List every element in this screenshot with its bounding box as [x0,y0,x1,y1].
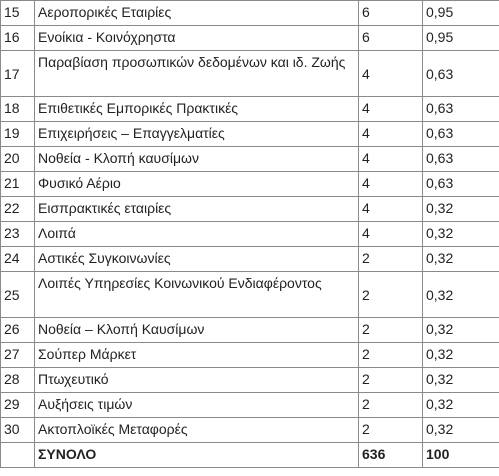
table-row: 29 Αυξήσεις τιμών 2 0,32 [0,392,499,418]
row-number: 21 [0,171,35,197]
table-row: 19 Επιχειρήσεις – Επαγγελματίες 4 0,63 [0,121,499,147]
total-row: ΣΥΝΟΛΟ 636 100 [0,442,499,468]
percent-cell: 0,32 [422,367,499,393]
percent-cell: 0,95 [422,25,499,51]
table-row: 21 Φυσικό Αέριο 4 0,63 [0,171,499,197]
percent-cell: 0,95 [422,0,499,26]
count-cell: 4 [358,121,423,147]
category-cell: Φυσικό Αέριο [34,171,359,197]
table-row: 26 Νοθεία – Κλοπή Καυσίμων 2 0,32 [0,317,499,343]
percent-cell: 0,32 [422,196,499,222]
category-cell: Νοθεία - Κλοπή καυσίμων [34,146,359,172]
percent-cell: 0,63 [422,171,499,197]
row-number: 16 [0,25,35,51]
row-number: 28 [0,367,35,393]
row-number: 25 [0,271,35,318]
category-cell: Ακτοπλοϊκές Μεταφορές [34,417,359,443]
row-number: 17 [0,50,35,97]
table-row: 23 Λοιπά 4 0,32 [0,221,499,247]
row-number: 15 [0,0,35,26]
table-row: 22 Εισπρακτικές εταιρίες 4 0,32 [0,196,499,222]
row-number: 24 [0,246,35,272]
table-row: 25 Λοιπές Υπηρεσίες Κοινωνικού Ενδιαφέρο… [0,271,499,318]
table-row: 16 Ενοίκια - Κοινόχρηστα 6 0,95 [0,25,499,51]
category-cell: Σούπερ Μάρκετ [34,342,359,368]
category-cell: Εισπρακτικές εταιρίες [34,196,359,222]
row-number: 29 [0,392,35,418]
category-cell: Επιχειρήσεις – Επαγγελματίες [34,121,359,147]
percent-cell: 0,32 [422,342,499,368]
table-row: 24 Αστικές Συγκοινωνίες 2 0,32 [0,246,499,272]
row-number: 23 [0,221,35,247]
count-cell: 4 [358,196,423,222]
percent-cell: 0,63 [422,146,499,172]
category-cell: Αεροπορικές Εταιρίες [34,0,359,26]
category-cell: Παραβίαση προσωπικών δεδομένων και ιδ. Ζ… [34,50,359,97]
table-row: 27 Σούπερ Μάρκετ 2 0,32 [0,342,499,368]
total-count: 636 [358,442,423,468]
count-cell: 4 [358,171,423,197]
percent-cell: 0,32 [422,417,499,443]
category-cell: Αυξήσεις τιμών [34,392,359,418]
count-cell: 2 [358,367,423,393]
row-number: 22 [0,196,35,222]
percent-cell: 0,63 [422,121,499,147]
category-cell: Λοιπά [34,221,359,247]
count-cell: 2 [358,246,423,272]
table-row: 28 Πτωχευτικό 2 0,32 [0,367,499,393]
count-cell: 6 [358,0,423,26]
row-number: 20 [0,146,35,172]
row-number: 26 [0,317,35,343]
count-cell: 2 [358,271,423,318]
table-row: 20 Νοθεία - Κλοπή καυσίμων 4 0,63 [0,146,499,172]
row-number-empty [0,442,35,468]
percent-cell: 0,32 [422,221,499,247]
row-number: 30 [0,417,35,443]
category-cell: Επιθετικές Εμπορικές Πρακτικές [34,96,359,122]
row-number: 19 [0,121,35,147]
count-cell: 2 [358,417,423,443]
table-row: 18 Επιθετικές Εμπορικές Πρακτικές 4 0,63 [0,96,499,122]
row-number: 27 [0,342,35,368]
count-cell: 2 [358,392,423,418]
table-row: 30 Ακτοπλοϊκές Μεταφορές 2 0,32 [0,417,499,443]
count-cell: 4 [358,96,423,122]
table-row: 15 Αεροπορικές Εταιρίες 6 0,95 [0,0,499,26]
percent-cell: 0,32 [422,246,499,272]
category-cell: Ενοίκια - Κοινόχρηστα [34,25,359,51]
count-cell: 2 [358,317,423,343]
percent-cell: 0,63 [422,50,499,97]
count-cell: 4 [358,221,423,247]
percent-cell: 0,63 [422,96,499,122]
count-cell: 4 [358,146,423,172]
category-cell: Πτωχευτικό [34,367,359,393]
category-cell: Νοθεία – Κλοπή Καυσίμων [34,317,359,343]
table-row: 17 Παραβίαση προσωπικών δεδομένων και ιδ… [0,50,499,97]
total-label: ΣΥΝΟΛΟ [34,442,359,468]
percent-cell: 0,32 [422,317,499,343]
total-percent: 100 [422,442,499,468]
percent-cell: 0,32 [422,271,499,318]
category-cell: Λοιπές Υπηρεσίες Κοινωνικού Ενδιαφέροντο… [34,271,359,318]
category-cell: Αστικές Συγκοινωνίες [34,246,359,272]
row-number: 18 [0,96,35,122]
count-cell: 4 [358,50,423,97]
percent-cell: 0,32 [422,392,499,418]
count-cell: 2 [358,342,423,368]
count-cell: 6 [358,25,423,51]
